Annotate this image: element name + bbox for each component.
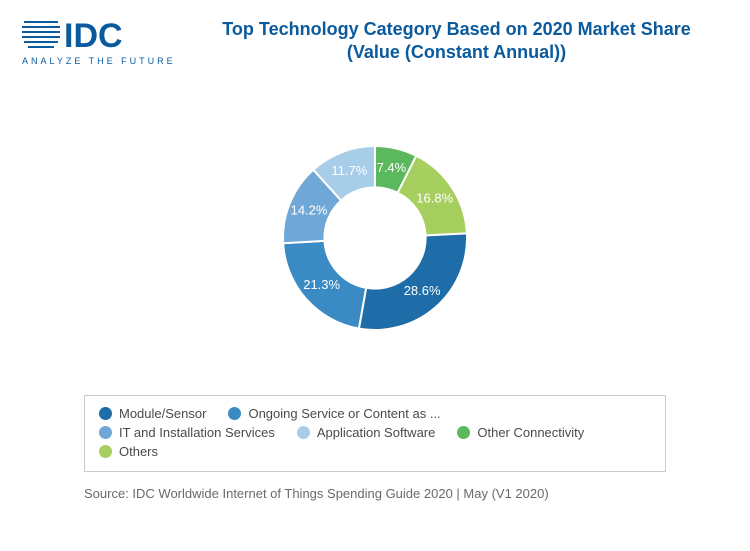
- slice-label: 14.2%: [291, 202, 328, 217]
- idc-logo: IDC ANALYZE THE FUTURE: [20, 14, 175, 73]
- legend-item: Application Software: [297, 425, 436, 440]
- legend-label: Other Connectivity: [477, 425, 584, 440]
- page-title: Top Technology Category Based on 2020 Ma…: [183, 14, 730, 65]
- slice-label: 21.3%: [303, 277, 340, 292]
- slice-label: 7.4%: [377, 160, 407, 175]
- legend-swatch: [228, 407, 241, 420]
- slice-label: 28.6%: [404, 283, 441, 298]
- legend-label: Application Software: [317, 425, 436, 440]
- legend-swatch: [99, 407, 112, 420]
- legend-item: Module/Sensor: [99, 406, 206, 421]
- legend-swatch: [297, 426, 310, 439]
- logo-text: IDC: [64, 17, 123, 55]
- legend-item: Other Connectivity: [457, 425, 584, 440]
- legend-swatch: [99, 445, 112, 458]
- logo-tagline: ANALYZE THE FUTURE: [22, 56, 175, 66]
- slice-label: 11.7%: [331, 163, 367, 178]
- source-text: Source: IDC Worldwide Internet of Things…: [84, 486, 750, 501]
- donut-slice: [359, 233, 467, 330]
- header: IDC ANALYZE THE FUTURE Top Technology Ca…: [0, 0, 750, 73]
- legend-label: IT and Installation Services: [119, 425, 275, 440]
- donut-chart: 7.4% 16.8% 28.6% 21.3% 14.2% 11.7%: [0, 73, 750, 383]
- slice-label: 16.8%: [416, 190, 453, 205]
- legend-item: Others: [99, 444, 158, 459]
- legend-label: Others: [119, 444, 158, 459]
- legend-label: Ongoing Service or Content as ...: [248, 406, 440, 421]
- legend-swatch: [457, 426, 470, 439]
- legend: Module/Sensor Ongoing Service or Content …: [84, 395, 666, 472]
- legend-item: IT and Installation Services: [99, 425, 275, 440]
- legend-item: Ongoing Service or Content as ...: [228, 406, 440, 421]
- legend-label: Module/Sensor: [119, 406, 206, 421]
- legend-swatch: [99, 426, 112, 439]
